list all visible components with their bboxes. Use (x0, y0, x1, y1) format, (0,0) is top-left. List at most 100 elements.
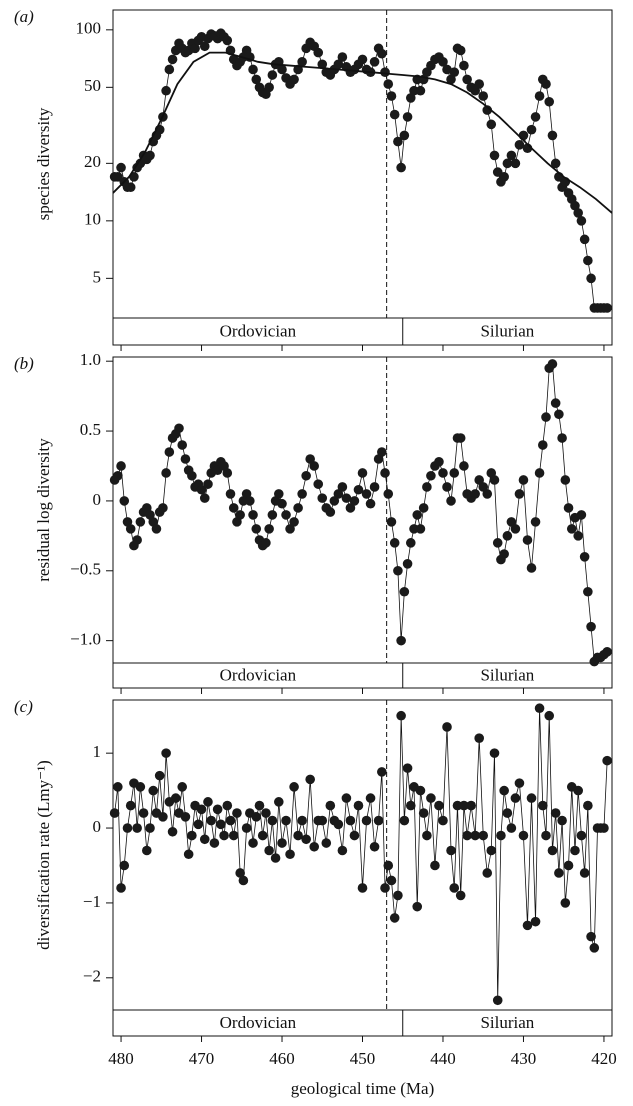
data-point (357, 883, 368, 893)
data-point (446, 74, 456, 85)
data-point (309, 841, 320, 852)
data-point (199, 493, 210, 503)
data-point (132, 823, 142, 833)
data-point (415, 524, 426, 534)
data-point (402, 558, 413, 569)
data-point (474, 79, 485, 89)
data-point (402, 763, 413, 773)
data-point (526, 124, 537, 135)
data-point (277, 838, 287, 848)
data-point (305, 774, 315, 785)
data-point (449, 883, 460, 893)
data-point (251, 524, 262, 534)
data-point (353, 800, 364, 811)
data-point (586, 621, 596, 632)
data-point (526, 793, 537, 803)
data-point (369, 841, 380, 852)
data-point (270, 853, 281, 863)
data-point (329, 496, 340, 506)
data-point (305, 454, 315, 464)
data-point (337, 482, 348, 492)
panel-label: (a) (14, 7, 34, 26)
data-point (317, 815, 328, 826)
data-point (203, 479, 213, 489)
data-point (502, 808, 513, 818)
data-point (393, 136, 403, 147)
data-point (462, 830, 472, 841)
period-label: Silurian (480, 1013, 534, 1032)
data-point (389, 913, 400, 923)
data-point (203, 797, 213, 807)
data-point (393, 890, 403, 901)
data-point (170, 793, 181, 803)
data-point (273, 797, 284, 807)
data-point (530, 517, 541, 527)
data-point (333, 489, 344, 499)
data-point (470, 830, 480, 841)
data-point (576, 216, 587, 226)
data-point (449, 468, 460, 478)
data-point (455, 433, 466, 443)
data-point (583, 255, 593, 266)
data-point (125, 182, 136, 193)
data-point (161, 748, 171, 758)
data-point (345, 503, 356, 513)
data-point (499, 172, 509, 182)
data-point (281, 510, 291, 520)
data-point (489, 475, 500, 485)
data-point (245, 496, 255, 506)
data-point (557, 433, 567, 443)
data-point (502, 531, 513, 541)
data-point (357, 54, 368, 65)
data-point (241, 823, 252, 833)
data-point (209, 838, 220, 848)
data-point (132, 535, 142, 545)
data-point (380, 67, 390, 78)
y-tick-label: 0.5 (80, 420, 101, 439)
data-point (264, 82, 274, 93)
data-point (235, 510, 245, 520)
data-point (377, 447, 387, 457)
x-tick-label: 460 (269, 1049, 295, 1068)
data-point (248, 838, 258, 848)
period-label: Ordovician (220, 665, 297, 684)
y-tick-label: −1 (83, 892, 101, 911)
data-point (325, 507, 336, 517)
data-point (579, 234, 590, 245)
data-point (426, 470, 436, 481)
data-point (248, 510, 258, 520)
data-point (499, 785, 509, 796)
data-point (122, 823, 133, 833)
data-point (438, 57, 448, 67)
y-tick-label: 0 (93, 490, 102, 509)
data-point (455, 890, 466, 901)
data-point (422, 830, 432, 841)
data-point (164, 447, 175, 457)
data-point (534, 468, 545, 478)
data-point (599, 823, 609, 833)
x-tick-label: 420 (591, 1049, 617, 1068)
data-point (579, 552, 590, 562)
data-point (486, 119, 497, 130)
data-point (586, 273, 596, 284)
data-point (478, 91, 489, 101)
data-point (125, 800, 136, 811)
data-point (430, 860, 440, 871)
data-point (361, 815, 372, 826)
data-point (228, 830, 239, 841)
data-point (361, 489, 372, 499)
data-point (547, 130, 558, 141)
data-point (466, 800, 476, 811)
data-point (492, 995, 503, 1006)
data-point (158, 503, 168, 513)
data-point (349, 496, 360, 506)
data-point (248, 64, 258, 75)
data-point (183, 849, 194, 860)
data-point (415, 85, 426, 96)
y-tick-label: 5 (93, 267, 102, 286)
data-point (297, 57, 307, 67)
data-point (380, 468, 390, 478)
data-point (418, 808, 429, 818)
data-point (349, 830, 360, 841)
data-point (389, 109, 400, 120)
